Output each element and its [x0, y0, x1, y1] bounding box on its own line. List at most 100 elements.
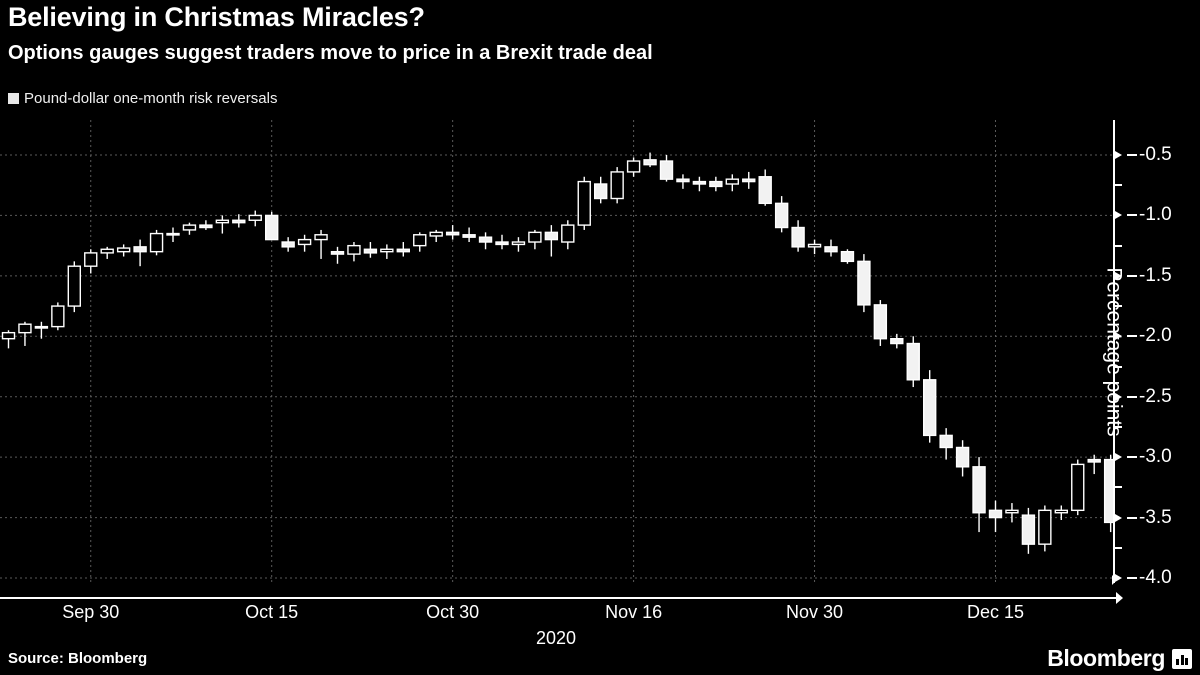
candle: [955, 440, 970, 477]
x-tick-label: Dec 15: [966, 602, 1025, 622]
y-minor-tick: [1115, 184, 1122, 187]
candle: [1038, 505, 1052, 552]
candle: [1054, 505, 1069, 520]
source-note: Source: Bloomberg: [8, 650, 148, 667]
y-tick-arrow: [1115, 453, 1122, 462]
candle: [182, 222, 197, 235]
y-tick-label: -1.5: [1139, 264, 1172, 286]
candle: [478, 232, 493, 250]
candle: [314, 229, 328, 259]
candle: [676, 174, 690, 189]
y-tick-arrow: [1115, 151, 1122, 159]
y-tick-arrow: [1115, 513, 1122, 522]
candle: [742, 171, 756, 189]
candle: [18, 321, 32, 346]
y-minor-tick: [1115, 486, 1122, 489]
candle: [906, 336, 920, 388]
y-tick-arrow: [1115, 392, 1122, 401]
y-tick-arrow: [1115, 271, 1122, 280]
y-tick-label: -3.5: [1139, 506, 1172, 528]
candle: [1071, 459, 1085, 516]
candle: [561, 220, 575, 250]
candle: [495, 234, 509, 250]
candle: [445, 225, 460, 240]
candle: [429, 229, 443, 243]
candle: [1021, 507, 1036, 554]
candle: [133, 239, 147, 267]
candle: [413, 232, 427, 252]
candle: [791, 220, 805, 252]
y-minor-tick: [1115, 305, 1122, 308]
candle: [149, 229, 164, 256]
page-subtitle: Options gauges suggest traders move to p…: [8, 42, 653, 64]
candle: [100, 246, 114, 259]
candle: [709, 176, 723, 192]
y-tick-label: -0.5: [1139, 144, 1172, 165]
x-tick-label: Sep 30: [62, 602, 120, 622]
candle: [511, 237, 526, 252]
y-tick-arrow: [1115, 574, 1122, 582]
candle: [116, 244, 131, 257]
candle: [774, 196, 789, 233]
candle: [1103, 454, 1113, 533]
page-title: Believing in Christmas Miracles?: [8, 2, 425, 32]
y-tick-label: -3.0: [1139, 446, 1172, 468]
candle: [232, 214, 246, 228]
candle: [1005, 503, 1019, 523]
y-axis: -0.5 -1.0 -1.5 -2.0 -2.5 -3.0 -3.5 -4.0 Percent…: [1102, 120, 1200, 588]
y-tick-label: -2.5: [1139, 385, 1172, 407]
bloomberg-logo-icon: [1172, 648, 1192, 669]
candle: [330, 246, 345, 264]
y-tick-label: -2.0: [1139, 325, 1172, 347]
candle: [988, 500, 1003, 533]
y-tick-mark: [1127, 214, 1137, 217]
candle: [626, 157, 641, 177]
y-tick-mark: [1127, 335, 1137, 338]
candle: [659, 155, 674, 182]
candle: [347, 242, 361, 262]
candle: [297, 234, 312, 252]
y-axis-label: Percentage points: [1102, 266, 1126, 437]
x-tick-label: Oct 30: [426, 602, 480, 622]
brand-text: Bloomberg: [1047, 645, 1165, 671]
y-tick-mark: [1127, 456, 1137, 459]
x-axis-line: [0, 597, 1118, 599]
y-tick-mark: [1127, 516, 1137, 519]
candle: [544, 225, 559, 257]
candle: [380, 244, 394, 259]
candle: [265, 211, 279, 241]
candle: [873, 300, 888, 346]
candle: [67, 261, 82, 313]
y-axis-arrow-icon: [1112, 575, 1117, 585]
candle: [166, 227, 180, 243]
candle: [1087, 454, 1101, 475]
candle: [281, 237, 295, 252]
y-tick-label: -1.0: [1139, 204, 1172, 226]
candle: [807, 239, 822, 255]
plot-area: [0, 120, 1113, 583]
chart-legend: Pound-dollar one-month risk reversals: [8, 90, 277, 107]
candle: [758, 169, 772, 206]
y-minor-tick: [1115, 244, 1122, 247]
x-tick-label: Oct 15: [245, 602, 299, 622]
candle: [248, 210, 262, 227]
candle: [939, 428, 953, 460]
y-tick-mark: [1127, 274, 1137, 277]
candle: [51, 302, 65, 331]
candle: [857, 254, 871, 313]
candle: [1, 330, 16, 349]
bloomberg-brand: Bloomberg: [1047, 645, 1192, 672]
y-tick-arrow: [1115, 332, 1122, 341]
y-tick-label: -4.0: [1139, 567, 1172, 588]
candle: [462, 227, 476, 243]
candle: [610, 167, 624, 204]
legend-label: Pound-dollar one-month risk reversals: [24, 90, 278, 107]
candle: [363, 242, 378, 258]
candle: [396, 242, 410, 257]
candle: [725, 174, 739, 192]
candle: [643, 152, 657, 168]
candle: [972, 457, 986, 533]
y-minor-tick: [1115, 365, 1122, 368]
x-axis-arrow-icon: [1116, 592, 1123, 604]
